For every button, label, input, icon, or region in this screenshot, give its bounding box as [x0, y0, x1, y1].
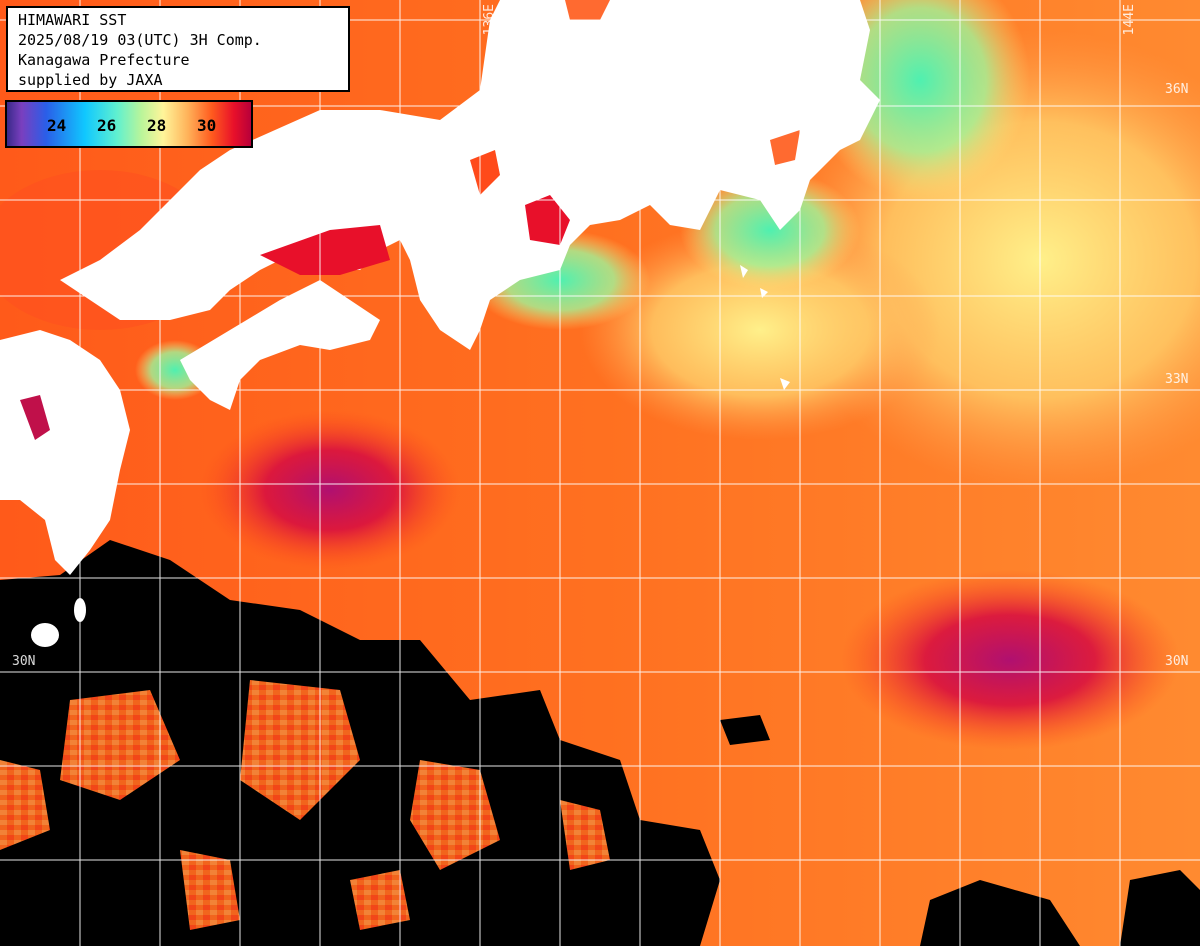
hot-spot-east: [840, 570, 1180, 750]
land-honshu: [60, 0, 880, 350]
lat-label-30n-left: 30N: [12, 654, 36, 669]
legend-tick-26: 26: [97, 116, 117, 135]
land-island-1: [31, 623, 59, 647]
mild-water-n: [580, 220, 940, 440]
lat-label-36n: 36N: [1165, 82, 1189, 97]
lat-label-33n: 33N: [1165, 372, 1189, 387]
lat-label-33n-left: 33: [12, 372, 28, 387]
hot-spot-west: [200, 410, 460, 570]
lat-label-30n: 30N: [1165, 654, 1189, 669]
lon-label-144e: 144E: [1122, 4, 1137, 36]
land-izu-1: [740, 265, 748, 278]
land-shikoku: [180, 280, 380, 410]
product-title: HIMAWARI SST: [18, 11, 127, 29]
coastal-inlets: [20, 0, 800, 440]
timestamp: 2025/08/19 03(UTC) 3H Comp.: [18, 31, 262, 49]
legend-tick-28: 28: [147, 116, 167, 135]
land-kyushu: [0, 330, 130, 575]
land-izu-3: [780, 378, 790, 390]
info-panel: HIMAWARI SST 2025/08/19 03(UTC) 3H Comp.…: [6, 6, 350, 92]
legend-tick-24: 24: [47, 116, 67, 135]
land: [0, 0, 880, 647]
temperature-legend: 24 26 28 30: [5, 100, 253, 148]
lon-label-136e: 136E: [482, 4, 497, 36]
provider: Kanagawa Prefecture: [18, 51, 190, 69]
data-credit: supplied by JAXA: [18, 71, 163, 89]
cloud-gaps: [0, 680, 610, 930]
legend-tick-30: 30: [197, 116, 217, 135]
